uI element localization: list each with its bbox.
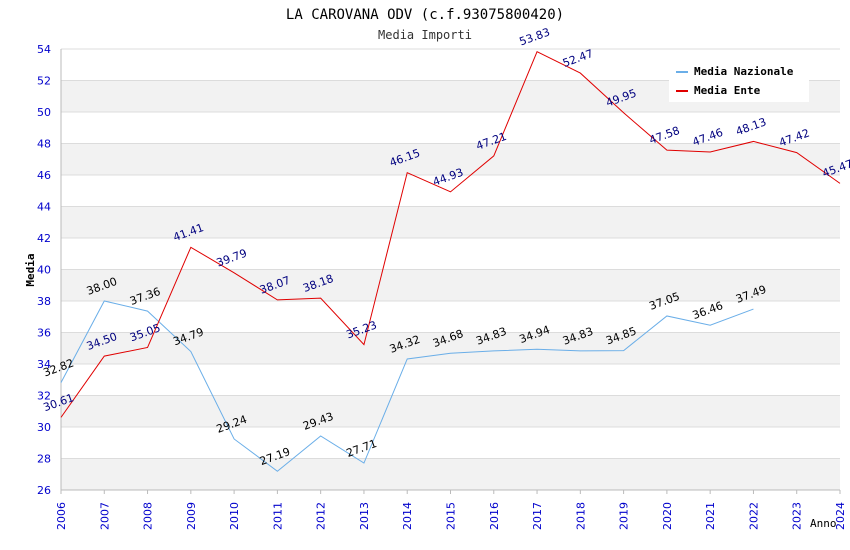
x-tick-label: 2011 <box>271 502 284 530</box>
x-tick-label: 2007 <box>98 502 111 530</box>
legend-box <box>669 60 809 102</box>
legend-label-media-ente: Media Ente <box>694 84 761 97</box>
legend-label-media-nazionale: Media Nazionale <box>694 65 794 78</box>
grid-band <box>61 269 840 301</box>
x-tick-label: 2022 <box>747 502 760 530</box>
data-label: 48.13 <box>734 115 768 138</box>
y-tick-label: 32 <box>37 390 51 403</box>
y-tick-label: 40 <box>37 264 51 277</box>
x-tick-label: 2006 <box>55 502 68 530</box>
y-tick-label: 48 <box>37 138 51 151</box>
y-axis-label: Media <box>24 253 37 286</box>
x-tick-label: 2008 <box>142 502 155 530</box>
y-tick-label: 26 <box>37 484 51 497</box>
y-tick-label: 50 <box>37 106 51 119</box>
y-tick-label: 36 <box>37 327 51 340</box>
data-label: 52.47 <box>561 47 595 70</box>
x-tick-label: 2019 <box>618 502 631 530</box>
data-label: 39.79 <box>215 247 249 270</box>
y-tick-label: 46 <box>37 169 51 182</box>
legend: Media Nazionale Media Ente <box>669 60 809 102</box>
chart-subtitle: Media Importi <box>378 28 472 42</box>
y-tick-label: 52 <box>37 75 51 88</box>
data-label: 36.46 <box>691 299 725 322</box>
y-tick-label: 42 <box>37 232 51 245</box>
y-tick-label: 54 <box>37 43 51 56</box>
x-tick-label: 2017 <box>531 502 544 530</box>
series-line-media-nazionale <box>60 300 754 472</box>
y-tick-label: 34 <box>37 358 51 371</box>
x-tick-label: 2023 <box>791 502 804 530</box>
x-tick-label: 2018 <box>574 502 587 530</box>
x-tick-label: 2014 <box>401 502 414 530</box>
x-tick-label: 2010 <box>228 502 241 530</box>
y-tick-label: 38 <box>37 295 51 308</box>
y-tick-label: 30 <box>37 421 51 434</box>
data-label: 53.83 <box>518 26 552 49</box>
grid-bands <box>61 80 840 490</box>
x-tick-label: 2015 <box>445 502 458 530</box>
grid-band <box>61 206 840 238</box>
chart-title: LA CAROVANA ODV (c.f.93075800420) <box>286 7 564 23</box>
x-tick-label: 2013 <box>358 502 371 530</box>
grid-band <box>61 395 840 427</box>
x-tick-label: 2012 <box>315 502 328 530</box>
axes <box>60 49 841 494</box>
y-tick-label: 44 <box>37 201 51 214</box>
series-line-media-ente <box>60 50 841 418</box>
x-tick-label: 2024 <box>834 502 847 530</box>
y-tick-labels: 26 28 30 32 34 36 38 40 42 44 46 48 50 52 54 <box>37 43 51 497</box>
x-tick-label: 2009 <box>185 502 198 530</box>
data-label: 27.71 <box>345 437 379 460</box>
x-tick-label: 2016 <box>488 502 501 530</box>
x-tick-labels: 2006 2007 2008 2009 2010 2011 2012 2013 2014 2015… <box>55 502 847 530</box>
grid-band <box>61 143 840 175</box>
x-tick-label: 2021 <box>704 502 717 530</box>
y-tick-label: 28 <box>37 453 51 466</box>
series-lines <box>60 50 841 472</box>
grid-band <box>61 332 840 364</box>
x-tick-label: 2020 <box>661 502 674 530</box>
grid-band <box>61 458 840 490</box>
x-axis-label: Anno <box>810 517 837 530</box>
